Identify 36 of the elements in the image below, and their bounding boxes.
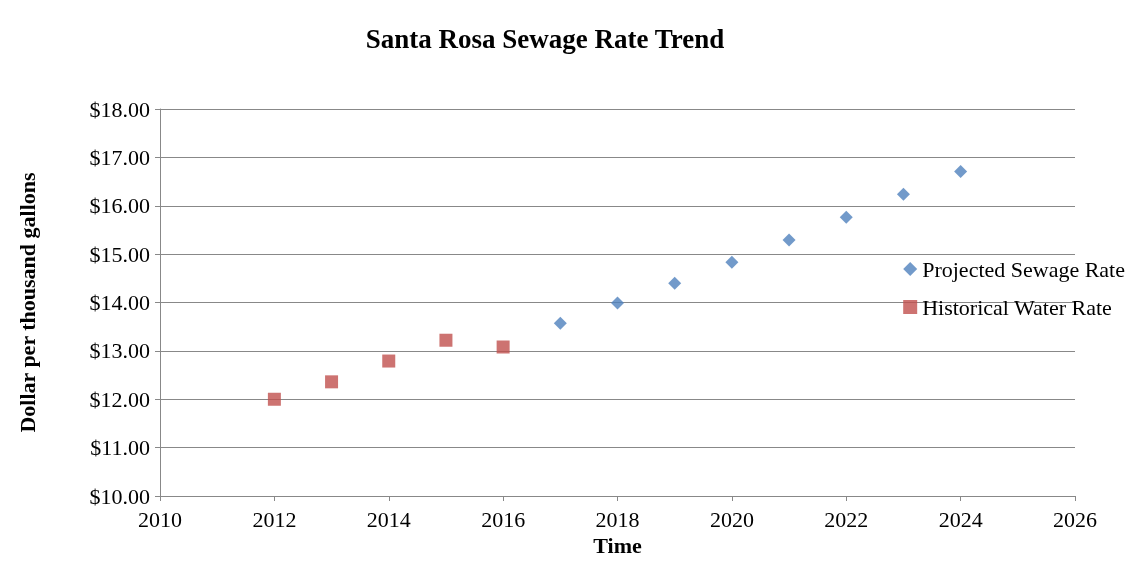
point bbox=[382, 354, 396, 368]
x-tick-label: 2012 bbox=[252, 506, 297, 532]
y-tick-label: $17.00 bbox=[89, 144, 150, 170]
x-tick-label: 2020 bbox=[709, 506, 754, 532]
x-tick-label: 2014 bbox=[366, 506, 411, 532]
x-axis-title: Time bbox=[593, 533, 642, 559]
y-tick-label: $18.00 bbox=[89, 96, 150, 122]
y-tick-label: $10.00 bbox=[89, 483, 150, 509]
x-tick-label: 2018 bbox=[595, 506, 640, 532]
y-tick-label: $12.00 bbox=[89, 386, 150, 412]
x-tick-label: 2026 bbox=[1053, 506, 1097, 532]
point bbox=[553, 316, 567, 330]
point bbox=[325, 375, 339, 389]
y-tick-label: $15.00 bbox=[89, 241, 150, 267]
point bbox=[839, 210, 853, 224]
point bbox=[782, 233, 796, 247]
x-tick-label: 2024 bbox=[938, 506, 983, 532]
point bbox=[611, 296, 624, 310]
point bbox=[896, 187, 910, 201]
chart-title: Santa Rosa Sewage Rate Trend bbox=[365, 23, 725, 54]
y-tick-label: $11.00 bbox=[90, 435, 150, 461]
point bbox=[496, 340, 510, 354]
y-tick-label: $13.00 bbox=[89, 338, 150, 364]
y-tick-label: $16.00 bbox=[89, 193, 150, 219]
point bbox=[267, 392, 281, 406]
point bbox=[668, 276, 682, 290]
y-axis-title: Dollar per thousand gallons bbox=[14, 171, 40, 433]
legend-label: Historical Water Rate bbox=[922, 294, 1112, 320]
x-tick-label: 2010 bbox=[138, 506, 182, 532]
y-tick-label: $14.00 bbox=[89, 290, 150, 315]
point bbox=[954, 164, 968, 178]
x-tick-label: 2016 bbox=[481, 506, 526, 532]
x-tick-label: 2022 bbox=[824, 506, 869, 532]
point bbox=[725, 255, 739, 269]
legend-label: Projected Sewage Rate bbox=[922, 256, 1125, 282]
point bbox=[439, 333, 453, 347]
